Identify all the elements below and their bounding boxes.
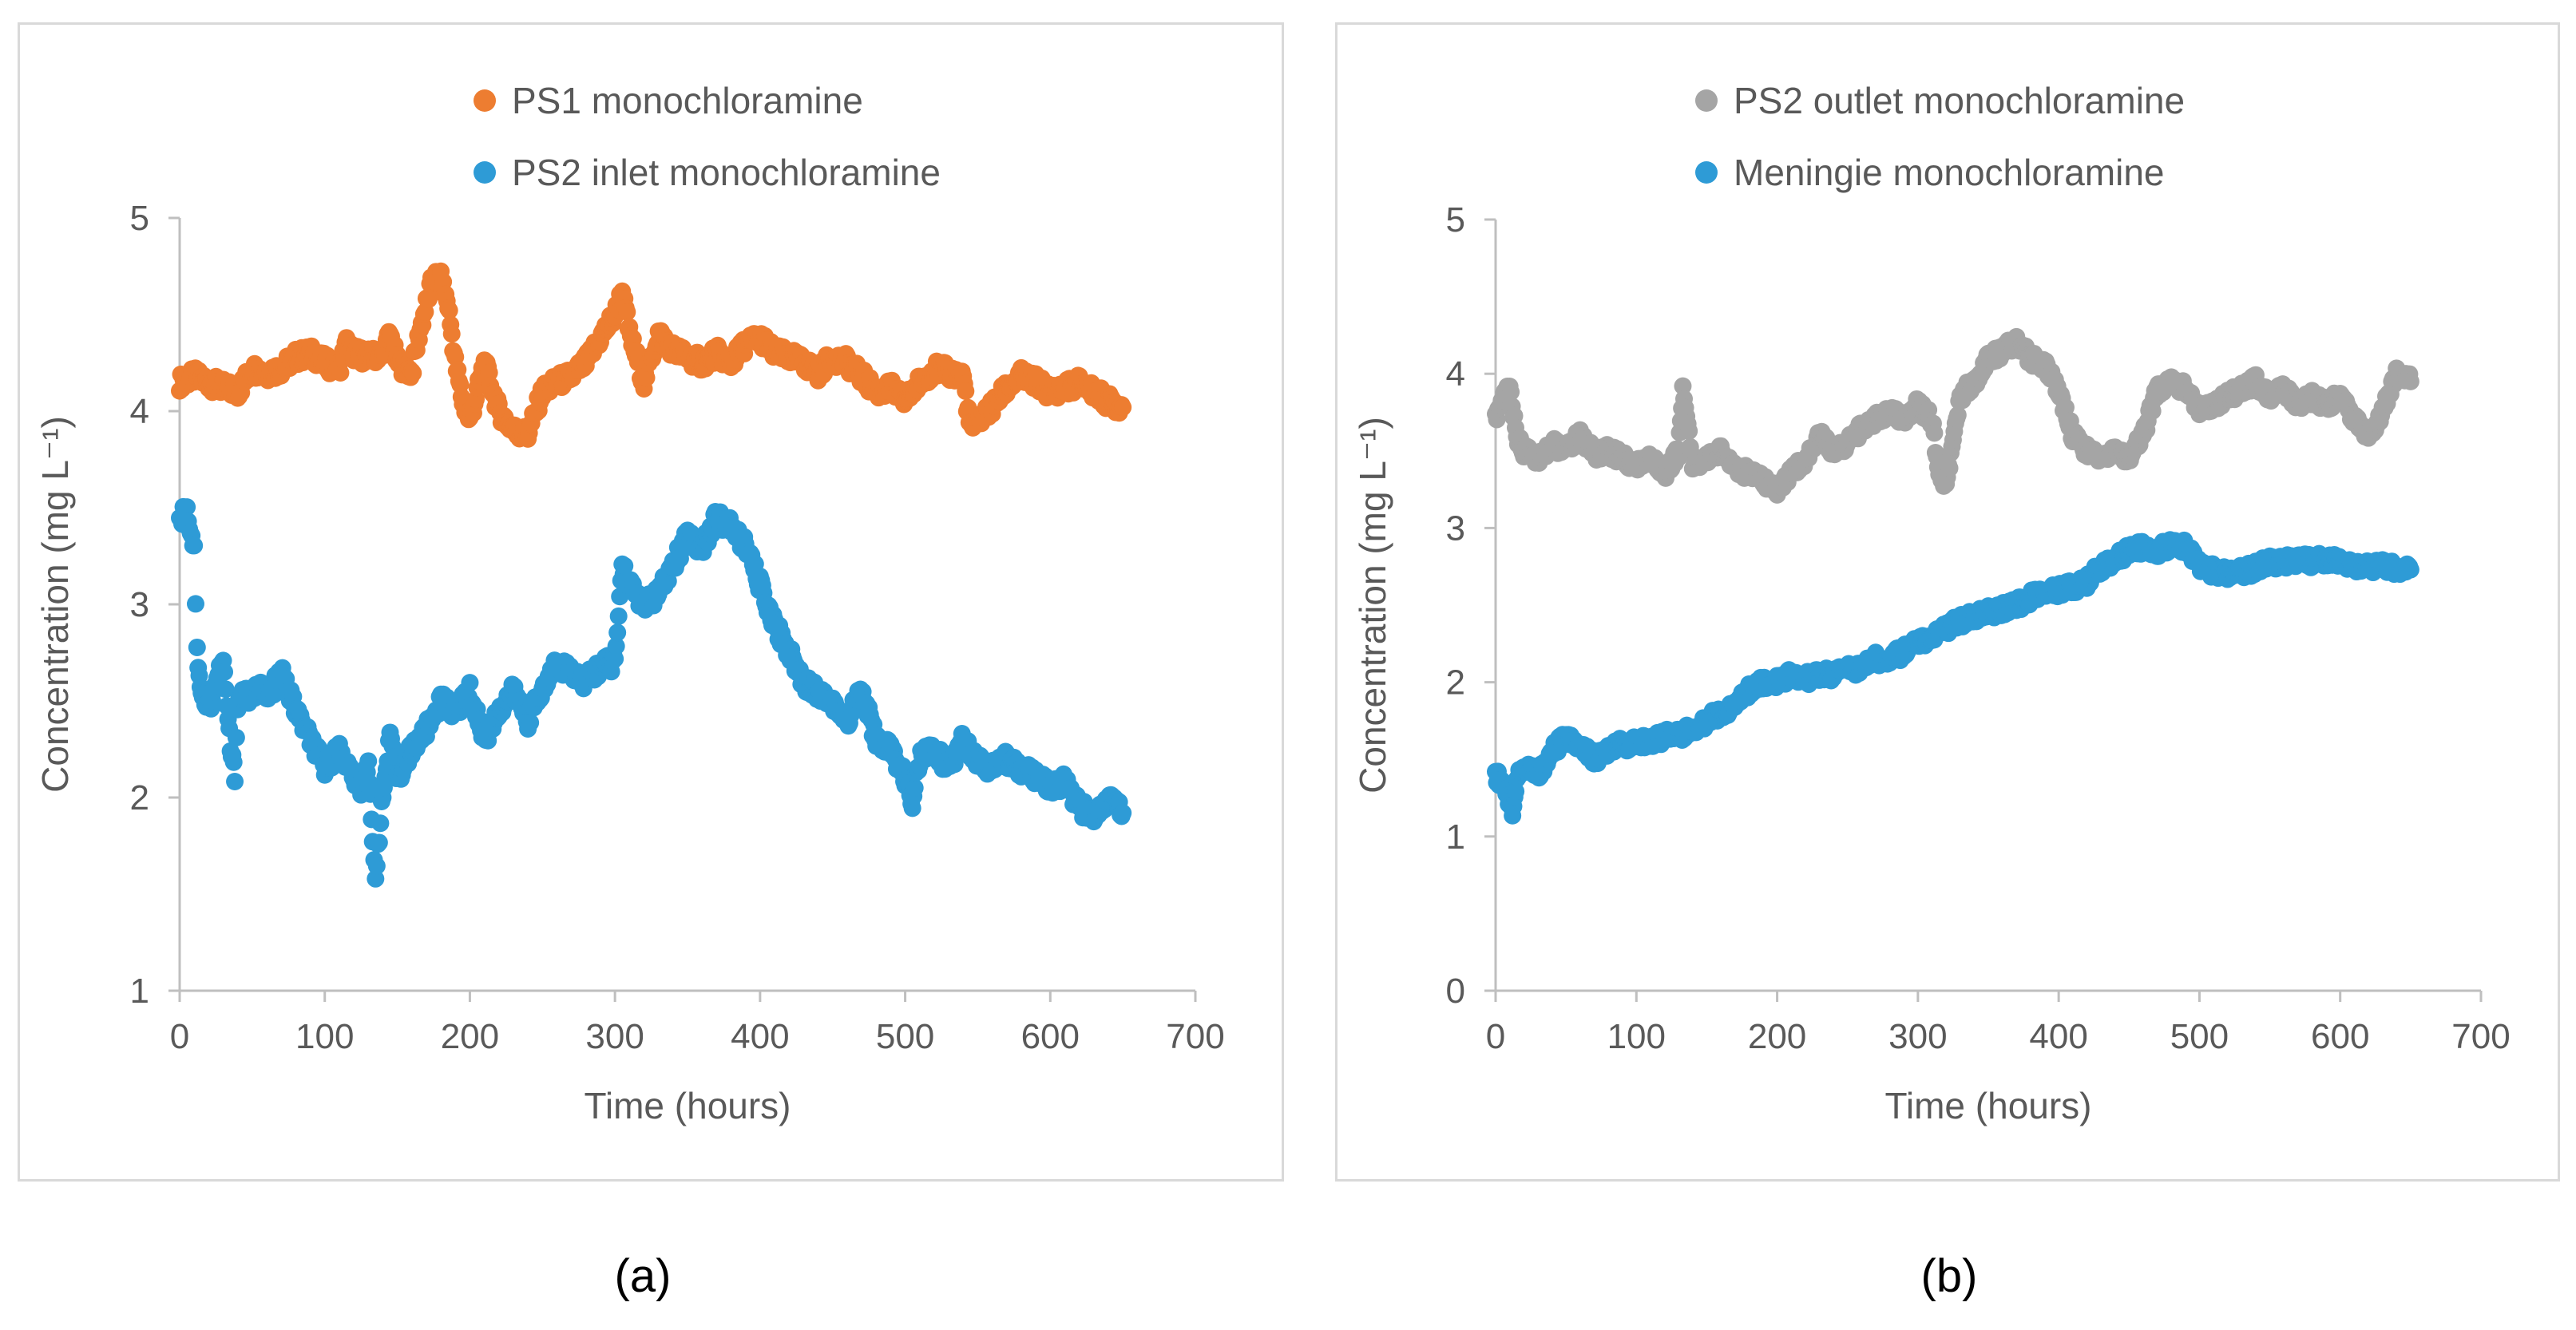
data-point: [906, 778, 924, 797]
y-tick-label: 2: [1446, 663, 1465, 703]
data-point: [188, 638, 206, 656]
y-tick-label: 2: [130, 778, 149, 817]
y-tick-label: 3: [1446, 509, 1465, 548]
chart-b-svg: 0 1 2 3 4 5 0 100 200 300 400 500 600 700 Time (hours)…: [1352, 80, 2511, 1126]
data-point: [480, 363, 498, 382]
data-point: [1925, 424, 1944, 442]
legend-marker: [1695, 89, 1718, 112]
x-tick-label: 0: [1486, 1017, 1505, 1056]
data-point: [404, 364, 422, 382]
x-tick-label: 500: [876, 1017, 934, 1056]
chart-panel-b: 0 1 2 3 4 5 0 100 200 300 400 500 600 700 Time (hours)…: [1335, 22, 2560, 1182]
x-tick-label: 100: [1607, 1017, 1666, 1056]
data-point: [367, 869, 385, 888]
data-point: [659, 572, 677, 590]
chart-panel-a: 1 2 3 4 5 0 100 200 300 400 500 600 700 Time (hours) C…: [18, 22, 1284, 1182]
data-point: [461, 674, 479, 692]
x-axis-title: Time (hours): [1885, 1085, 2092, 1126]
series-0-markers: [1487, 327, 2419, 504]
data-point: [216, 680, 235, 699]
data-point: [178, 498, 196, 517]
data-point: [521, 714, 540, 732]
legend-marker: [1695, 161, 1718, 184]
x-tick-label: 500: [2170, 1017, 2229, 1056]
data-point: [606, 650, 624, 668]
data-point: [637, 369, 656, 387]
data-point: [2401, 560, 2419, 579]
data-point: [226, 773, 244, 791]
data-point: [359, 752, 378, 770]
data-point: [227, 728, 245, 746]
x-tick-label: 200: [441, 1017, 499, 1056]
data-point: [609, 607, 628, 625]
data-point: [185, 536, 204, 555]
y-tick-label: 0: [1446, 972, 1465, 1011]
caption-a: (a): [614, 1250, 672, 1302]
data-point: [1948, 406, 1967, 424]
x-tick-label: 700: [1166, 1017, 1224, 1056]
legend-label: Meningie monochloramine: [1734, 152, 2165, 193]
data-point: [616, 556, 634, 575]
data-point: [440, 301, 458, 319]
legend-marker: [474, 161, 496, 184]
data-point: [608, 623, 627, 642]
x-tick-label: 0: [170, 1017, 189, 1056]
y-tick-label: 4: [1446, 354, 1465, 394]
x-tick-label: 100: [295, 1017, 354, 1056]
y-tick-label: 1: [1446, 817, 1465, 857]
x-tick-label: 700: [2451, 1017, 2510, 1056]
data-point: [224, 753, 243, 771]
legend-marker: [474, 89, 496, 112]
series-0-markers: [171, 262, 1132, 448]
y-axis-title: Concentration (mg L⁻¹): [34, 416, 76, 793]
x-tick-label: 300: [585, 1017, 644, 1056]
chart-a-svg: 1 2 3 4 5 0 100 200 300 400 500 600 700 Time (hours) C…: [34, 80, 1225, 1126]
data-point: [419, 290, 438, 308]
data-point: [1680, 422, 1698, 440]
x-tick-label: 300: [1888, 1017, 1947, 1056]
data-point: [2143, 402, 2162, 420]
data-point: [1940, 459, 1959, 477]
data-point: [1114, 398, 1132, 417]
x-axis-title: Time (hours): [585, 1085, 791, 1126]
x-tick-label: 600: [1021, 1017, 1080, 1056]
data-point: [1114, 804, 1132, 822]
data-point: [1674, 377, 1692, 395]
data-point: [618, 303, 636, 321]
x-tick-label: 400: [2029, 1017, 2087, 1056]
data-point: [370, 833, 388, 852]
data-point: [186, 595, 204, 613]
data-point: [2401, 372, 2419, 390]
data-point: [367, 857, 386, 875]
y-tick-label: 4: [130, 392, 149, 431]
data-point: [1502, 383, 1520, 402]
data-point: [216, 663, 234, 681]
legend-label: PS2 inlet monochloramine: [512, 152, 941, 193]
data-point: [371, 814, 390, 833]
caption-b: (b): [1920, 1250, 1978, 1302]
y-tick-label: 5: [1446, 200, 1465, 239]
y-tick-label: 1: [130, 972, 149, 1011]
series-1-markers: [171, 497, 1132, 888]
data-point: [265, 686, 283, 704]
legend-label: PS1 monochloramine: [512, 80, 863, 121]
legend-label: PS2 outlet monochloramine: [1734, 80, 2185, 121]
data-point: [442, 325, 461, 343]
data-point: [957, 382, 975, 400]
x-tick-label: 400: [731, 1017, 789, 1056]
x-tick-label: 200: [1748, 1017, 1806, 1056]
x-tick-label: 600: [2311, 1017, 2369, 1056]
series-1-markers: [1487, 531, 2419, 825]
y-tick-label: 5: [130, 199, 149, 238]
y-axis-title: Concentration (mg L⁻¹): [1352, 417, 1393, 794]
data-point: [331, 364, 350, 382]
y-tick-label: 3: [130, 585, 149, 624]
data-point: [607, 637, 625, 655]
